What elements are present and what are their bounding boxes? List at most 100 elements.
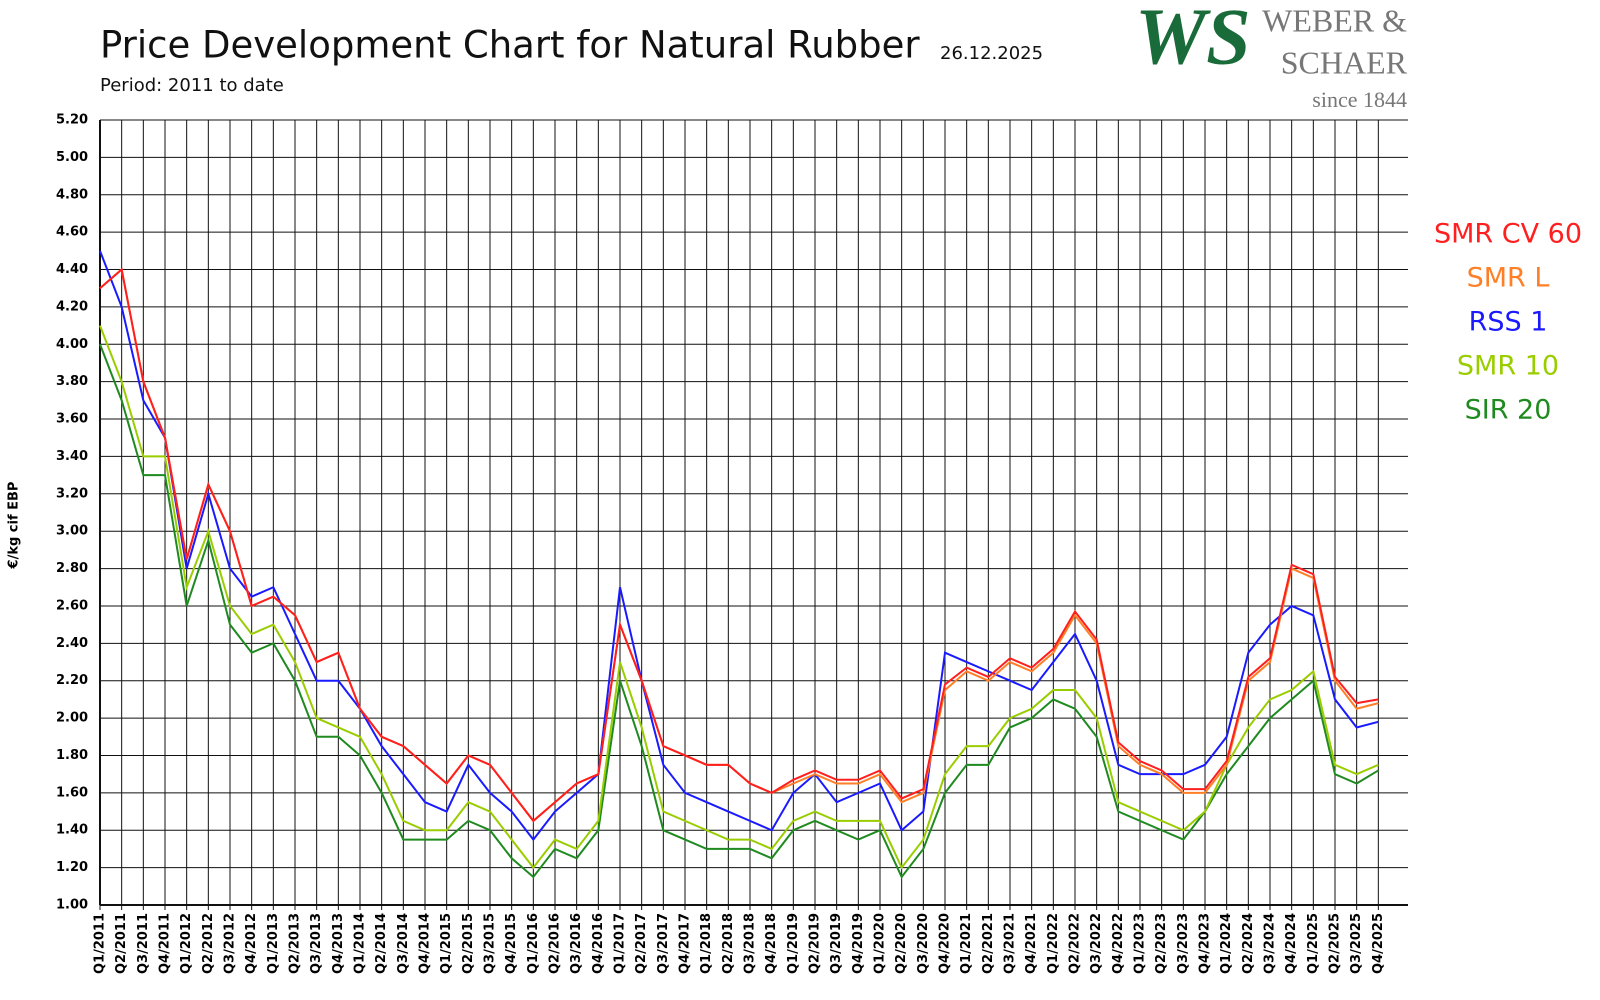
x-tick-label: Q4/2025 [1371,913,1386,974]
y-tick-label: 1.00 [56,898,88,913]
x-tick-label: Q1/2025 [1306,913,1321,974]
y-tick-label: 1.80 [56,748,88,763]
x-tick-label: Q2/2018 [721,913,736,974]
x-tick-label: Q3/2014 [396,913,411,974]
chart-title: Price Development Chart for Natural Rubb… [100,24,920,67]
x-tick-label: Q2/2024 [1241,913,1256,974]
x-tick-label: Q1/2024 [1219,913,1234,974]
x-tick-label: Q2/2025 [1328,913,1343,974]
x-tick-label: Q4/2024 [1284,913,1299,974]
series-line [99,267,1379,823]
y-tick-label: 1.60 [56,785,88,800]
x-tick-label: Q2/2013 [288,913,303,974]
y-tick-label: 2.20 [56,673,88,688]
x-tick-label: Q1/2021 [959,913,974,974]
x-tick-label: Q2/2016 [548,913,563,974]
x-tick-label: Q1/2019 [786,913,801,974]
series-line [99,325,1379,870]
series-line [99,267,1379,823]
y-tick-label: 3.80 [56,374,88,389]
x-tick-label: Q1/2018 [699,913,714,974]
x-tick-label: Q4/2023 [1198,913,1213,974]
y-tick-label: 3.20 [56,486,88,501]
x-tick-label: Q1/2012 [179,913,194,974]
y-tick-label: 4.80 [56,187,88,202]
y-tick-label: 3.40 [56,449,88,464]
x-tick-label: Q3/2021 [1003,913,1018,974]
x-tick-label: Q4/2021 [1024,913,1039,974]
y-tick-label: 2.60 [56,598,88,613]
legend-entry: SMR CV 60 [1434,219,1582,250]
x-tick-label: Q4/2016 [591,913,606,974]
x-tick-label: Q2/2019 [808,913,823,974]
x-tick-label: Q4/2018 [764,913,779,974]
series-line [99,250,1379,842]
x-tick-label: Q1/2011 [93,913,108,974]
logo-since: since 1844 [1312,87,1407,112]
x-tick-label: Q4/2020 [938,913,953,974]
logo-mark: WS [1135,0,1251,81]
legend-entry: SMR L [1467,263,1550,294]
x-tick-label: Q3/2019 [829,913,844,974]
x-tick-label: Q2/2022 [1068,913,1083,974]
y-tick-label: 5.00 [56,150,88,165]
x-tick-label: Q1/2017 [613,913,628,974]
x-tick-label: Q4/2013 [331,913,346,974]
x-tick-label: Q3/2015 [483,913,498,974]
x-tick-label: Q3/2023 [1176,913,1191,974]
x-tick-label: Q4/2019 [851,913,866,974]
y-tick-label: 2.40 [56,636,88,651]
x-tick-label: Q3/2016 [569,913,584,974]
x-tick-label: Q1/2023 [1133,913,1148,974]
x-tick-label: Q4/2011 [158,913,173,974]
legend-entry: SMR 10 [1457,351,1559,382]
x-tick-label: Q1/2022 [1046,913,1061,974]
x-tick-label: Q1/2013 [266,913,281,974]
y-tick-label: 2.80 [56,561,88,576]
y-tick-label: 3.60 [56,412,88,427]
y-tick-label: 4.00 [56,337,88,352]
legend-entry: SIR 20 [1465,395,1552,426]
x-tick-label: Q4/2022 [1111,913,1126,974]
y-tick-label: 4.60 [56,225,88,240]
x-tick-label: Q2/2012 [201,913,216,974]
x-tick-label: Q1/2016 [526,913,541,974]
series-line [99,343,1379,879]
x-tick-label: Q4/2017 [678,913,693,974]
y-tick-label: 4.40 [56,262,88,277]
x-tick-label: Q1/2020 [873,913,888,974]
x-tick-label: Q3/2022 [1089,913,1104,974]
chart-subtitle: Period: 2011 to date [100,75,284,96]
y-axis-label: €/kg cif EBP [7,482,22,570]
x-tick-label: Q2/2014 [374,913,389,974]
x-tick-label: Q1/2014 [353,913,368,974]
x-tick-label: Q3/2020 [916,913,931,974]
x-tick-label: Q2/2023 [1154,913,1169,974]
x-tick-label: Q4/2014 [418,913,433,974]
y-tick-label: 1.40 [56,823,88,838]
x-tick-label: Q1/2015 [439,913,454,974]
x-tick-label: Q3/2017 [656,913,671,974]
x-tick-label: Q4/2012 [244,913,259,974]
y-tick-label: 1.20 [56,860,88,875]
x-tick-label: Q2/2011 [114,913,129,974]
x-tick-label: Q3/2011 [136,913,151,974]
x-tick-label: Q3/2013 [309,913,324,974]
logo-line1: WEBER & [1262,2,1407,38]
x-tick-label: Q2/2015 [461,913,476,974]
x-tick-label: Q2/2017 [634,913,649,974]
x-tick-label: Q3/2012 [223,913,238,974]
x-tick-label: Q3/2024 [1263,913,1278,974]
y-tick-label: 2.00 [56,711,88,726]
x-tick-label: Q2/2020 [894,913,909,974]
x-tick-label: Q3/2018 [743,913,758,974]
y-tick-label: 5.20 [56,113,88,128]
logo-line2: SCHAER [1281,44,1408,80]
legend-entry: RSS 1 [1469,307,1548,338]
y-tick-label: 4.20 [56,299,88,314]
x-tick-label: Q4/2015 [504,913,519,974]
x-tick-label: Q2/2021 [981,913,996,974]
y-tick-label: 3.00 [56,524,88,539]
chart-date: 26.12.2025 [940,43,1043,64]
